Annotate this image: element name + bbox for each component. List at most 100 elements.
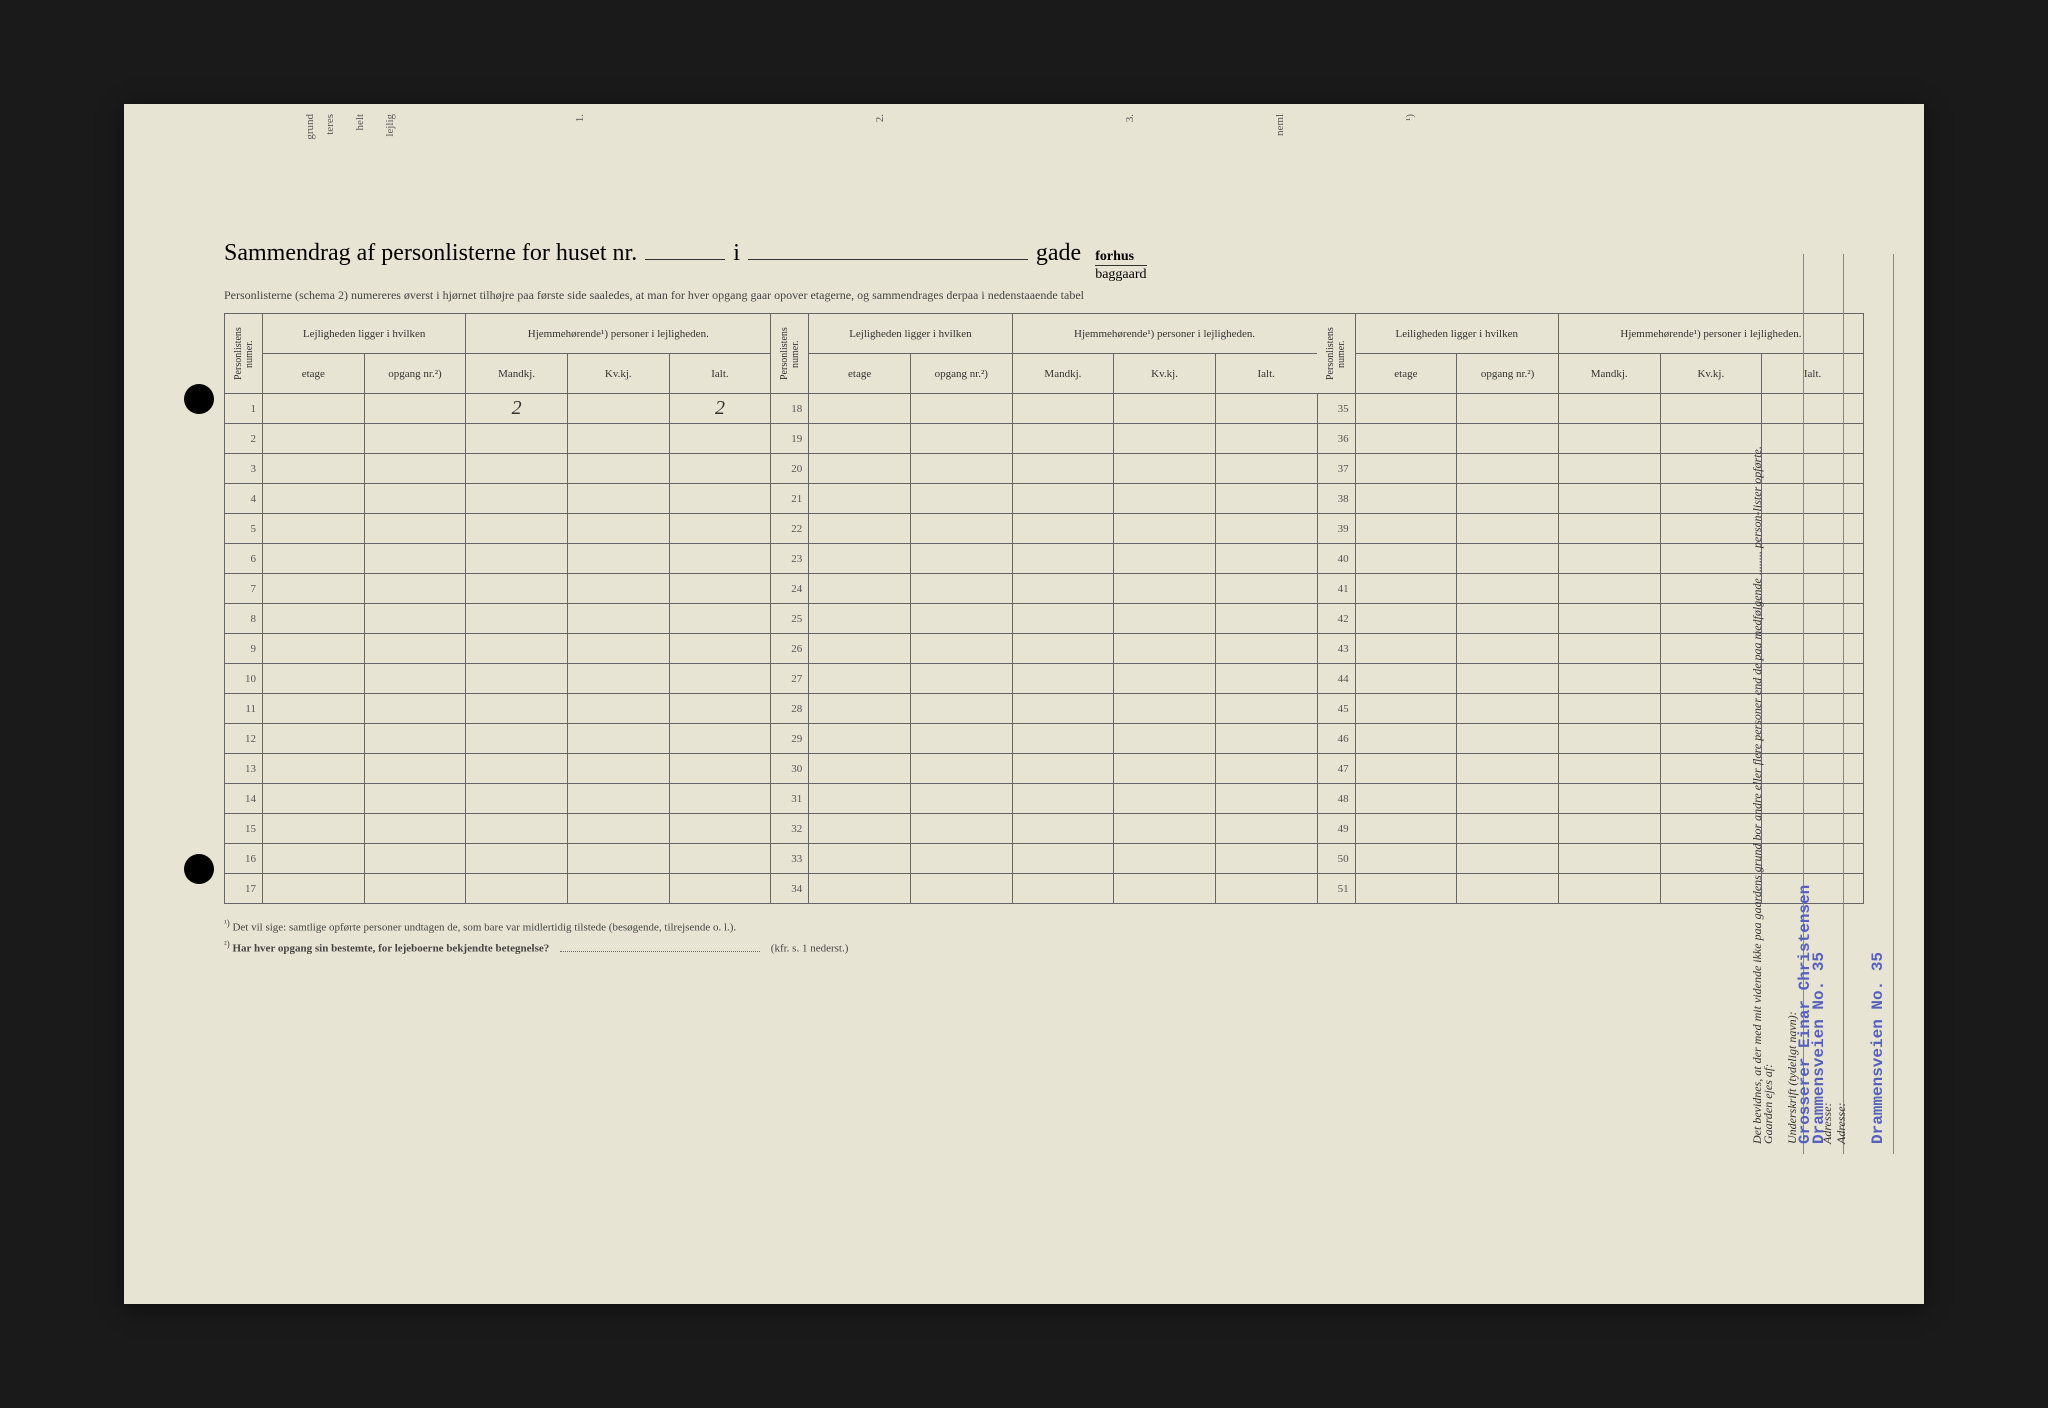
cell-mandkj: [466, 694, 568, 724]
row-number: 42: [1317, 604, 1355, 634]
cell-kvkj: [567, 454, 669, 484]
cell: [809, 634, 911, 664]
cell-ialt: [669, 424, 771, 454]
cell: [1355, 484, 1457, 514]
row-number: 26: [771, 634, 809, 664]
table-row: 102744: [225, 664, 1864, 694]
table-row: 72441: [225, 574, 1864, 604]
cell-kvkj: [567, 694, 669, 724]
cell: [1558, 724, 1660, 754]
row-number: 48: [1317, 784, 1355, 814]
cell: [1457, 664, 1559, 694]
row-number: 14: [225, 784, 263, 814]
cell: [263, 754, 365, 784]
cell: [1012, 604, 1114, 634]
row-number: 6: [225, 544, 263, 574]
fragment-text: teres: [324, 114, 336, 135]
cell: [1355, 394, 1457, 424]
cell: [910, 454, 1012, 484]
cell: [809, 814, 911, 844]
row-number: 13: [225, 754, 263, 784]
cell: [910, 694, 1012, 724]
cell-mandkj: [466, 484, 568, 514]
cell: [809, 724, 911, 754]
cell: [1215, 874, 1317, 904]
col-subheader: Kv.kj.: [1114, 354, 1216, 394]
row-number: 3: [225, 454, 263, 484]
table-row: 92643: [225, 634, 1864, 664]
cell: [1355, 694, 1457, 724]
cell-mandkj: [466, 634, 568, 664]
cell: [1355, 574, 1457, 604]
cell: [364, 454, 466, 484]
row-number: 40: [1317, 544, 1355, 574]
cell: [1215, 394, 1317, 424]
cell: [364, 574, 466, 604]
cell: [364, 784, 466, 814]
cell: [1114, 394, 1216, 424]
footnote-1: ¹) Det vil sige: samtlige opførte person…: [224, 916, 1864, 937]
main-table-area: Personlistens numer. Lejligheden ligger …: [224, 313, 1864, 904]
cell: [1215, 454, 1317, 484]
adresse-label: Adresse:: [1834, 264, 1849, 1144]
cell-mandkj: [466, 664, 568, 694]
table-row: 62340: [225, 544, 1864, 574]
cell-ialt: [669, 724, 771, 754]
cell: [910, 814, 1012, 844]
cell: [809, 844, 911, 874]
row-number: 35: [1317, 394, 1355, 424]
cell-kvkj: [567, 514, 669, 544]
cell: [809, 694, 911, 724]
table-row: 122946: [225, 724, 1864, 754]
cell: [1558, 754, 1660, 784]
cell: [263, 844, 365, 874]
cell: [1012, 844, 1114, 874]
cell-ialt: [669, 754, 771, 784]
cell: [1215, 754, 1317, 784]
cell: [910, 544, 1012, 574]
cell: [1114, 514, 1216, 544]
row-number: 34: [771, 874, 809, 904]
row-number: 38: [1317, 484, 1355, 514]
col-subheader: etage: [263, 354, 365, 394]
fragment-text: 3.: [1124, 114, 1136, 122]
dotted-line: [560, 951, 760, 952]
cell: [910, 784, 1012, 814]
table-body: 1221835219363203742138522396234072441825…: [225, 394, 1864, 904]
cell: [1355, 754, 1457, 784]
gaarden-label: Gaarden ejes af:: [1761, 264, 1776, 1144]
cell: [809, 544, 911, 574]
cell: [809, 454, 911, 484]
cell-kvkj: [567, 634, 669, 664]
col-subheader: etage: [1355, 354, 1457, 394]
cell: [364, 724, 466, 754]
row-number: 43: [1317, 634, 1355, 664]
row-number: 5: [225, 514, 263, 544]
row-number: 11: [225, 694, 263, 724]
cell: [1558, 694, 1660, 724]
fragment-text: 2.: [874, 114, 886, 122]
cell: [1215, 844, 1317, 874]
cell: [1215, 514, 1317, 544]
cell: [1012, 574, 1114, 604]
cell: [1558, 544, 1660, 574]
row-number: 8: [225, 604, 263, 634]
cell: [1558, 514, 1660, 544]
blank-field: [748, 234, 1028, 260]
cell: [809, 424, 911, 454]
footnote-label: ¹): [224, 918, 230, 928]
cell: [809, 874, 911, 904]
cell-kvkj: [567, 664, 669, 694]
col-subheader: opgang nr.²): [364, 354, 466, 394]
row-number: 37: [1317, 454, 1355, 484]
footnotes: ¹) Det vil sige: samtlige opførte person…: [224, 916, 1864, 959]
col-header: Hjemmehørende¹) personer i lejligheden.: [1012, 314, 1317, 354]
cell-kvkj: [567, 484, 669, 514]
cell-ialt: [669, 694, 771, 724]
table-row: 52239: [225, 514, 1864, 544]
cell: [1558, 844, 1660, 874]
top-edge-fragments: grund teres helt lejlig 1. 2. 3. neml ¹): [124, 114, 1924, 174]
cell: [1457, 754, 1559, 784]
cell-ialt: [669, 514, 771, 544]
footnote-text: Har hver opgang sin bestemte, for lejebo…: [232, 943, 549, 955]
